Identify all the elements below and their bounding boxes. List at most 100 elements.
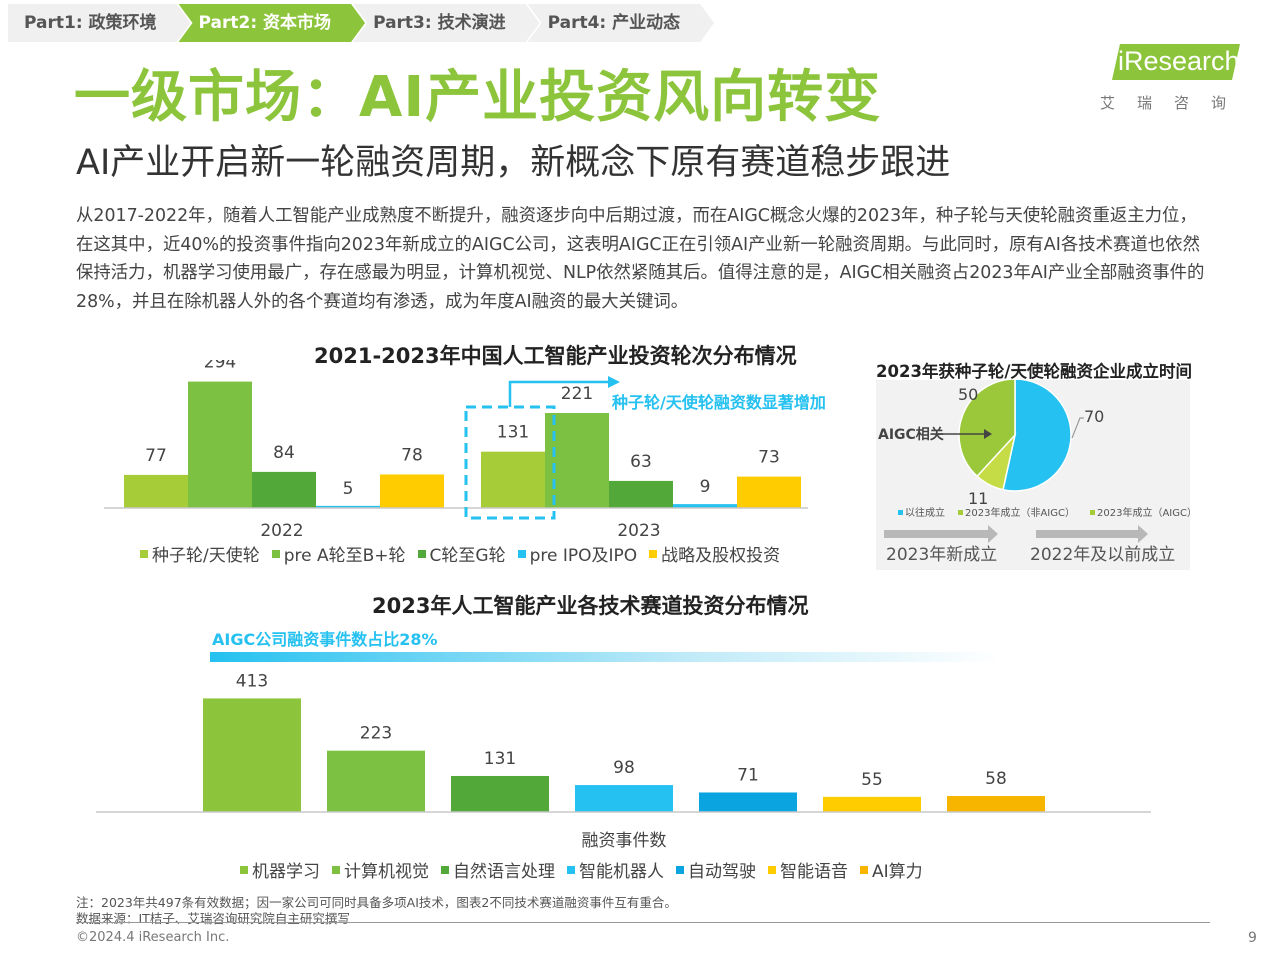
legend-item-robot: 智能机器人	[567, 857, 664, 882]
legend-label: 战略及股权投资	[661, 546, 781, 566]
legend-label: pre A轮至B+轮	[283, 546, 406, 566]
chart1-bar	[316, 505, 380, 508]
tab-part1[interactable]: Part1: 政策环境	[8, 4, 191, 42]
chart1-bar	[252, 471, 316, 508]
pie-bottom-label-old: 2022年及以前成立	[1030, 545, 1175, 565]
chart3-data-label: 58	[985, 769, 1007, 789]
logo-subtitle: 艾瑞咨询	[1100, 94, 1249, 112]
chart3-data-label: 71	[737, 765, 759, 785]
chart1-bar	[737, 476, 801, 508]
chart1-bar	[380, 474, 444, 508]
chart3-data-label: 55	[861, 770, 883, 790]
legend-label: 自然语言处理	[453, 862, 555, 882]
arrow-left-band	[884, 525, 998, 543]
chart1-rounds-bar-chart: 77 294 84 5 78 131 221 63 9 73 2022 2023 种子轮/天使轮融…	[104, 360, 826, 541]
page-number: 9	[1248, 930, 1257, 946]
tab-part3[interactable]: Part3: 技术演进	[353, 4, 540, 42]
chart3-data-label: 131	[484, 749, 516, 769]
legend-item-voice: 智能语音	[768, 857, 848, 882]
chart3-bar	[699, 792, 797, 812]
pie-annotation: AIGC相关	[878, 426, 944, 443]
chart1-bar	[188, 381, 252, 508]
tab-part2[interactable]: Part2: 资本市场	[179, 4, 366, 42]
footer-source: 数据来源：IT桔子、艾瑞咨询研究院自主研究撰写	[76, 911, 350, 926]
legend-label: pre IPO及IPO	[529, 546, 638, 566]
chart1-bar	[124, 474, 188, 508]
legend-swatch	[240, 865, 248, 874]
legend-label: 计算机视觉	[344, 862, 429, 882]
chart1-data-label: 294	[204, 360, 236, 373]
legend-item-auto: 自动驾驶	[676, 857, 756, 882]
chart2-title: 2023年获种子轮/天使轮融资企业成立时间	[876, 362, 1192, 381]
pie-bottom-label-new: 2023年新成立	[886, 545, 997, 565]
chart3-data-label: 98	[613, 758, 635, 778]
legend-item-prea: pre A轮至B+轮	[271, 541, 406, 566]
chart1-data-label: 131	[497, 423, 529, 443]
pie-slice	[958, 378, 1016, 478]
chart1-bar	[545, 412, 609, 508]
legend-label: AI算力	[872, 862, 923, 882]
annotation-arrow-icon	[608, 376, 620, 388]
chart1-category-2023: 2023	[617, 521, 660, 541]
chart3-legend: 机器学习 计算机视觉 自然语言处理 智能机器人 自动驾驶 智能语音 AI算力	[240, 857, 923, 882]
legend-item-nlp: 自然语言处理	[441, 857, 555, 882]
chart1-bar	[673, 504, 737, 508]
chart3-data-label: 223	[360, 724, 392, 744]
legend-swatch	[567, 865, 575, 874]
summary-paragraph: 从2017-2022年，随着人工智能产业成熟度不断提升，融资逐步向中后期过渡，而…	[76, 206, 1205, 312]
pie-legend-swatch	[958, 510, 963, 515]
legend-label: C轮至G轮	[429, 546, 506, 566]
chart1-data-label: 221	[561, 384, 593, 404]
logo-text: iResearch	[1118, 46, 1240, 76]
chart1-data-label: 77	[145, 446, 167, 466]
chart3-bar	[203, 698, 301, 812]
arrow-right-band	[1036, 525, 1148, 543]
chart1-bar	[609, 480, 673, 508]
highlight-box	[464, 405, 556, 520]
chart3-bar	[575, 785, 673, 812]
legend-swatch	[860, 865, 868, 874]
legend-swatch	[140, 549, 148, 558]
chart1-data-label: 73	[758, 448, 780, 468]
pie-legend-before: 以往成立	[905, 506, 945, 519]
pie-label-aigc: 50	[958, 385, 978, 404]
aigc-share-band	[210, 652, 1000, 662]
pie-annotation-arrow-icon	[984, 429, 992, 439]
pie-legend-nonaigc: 2023年成立（非AIGC）	[965, 506, 1075, 519]
chart3-bar	[451, 775, 549, 812]
chart1-annotation: 种子轮/天使轮融资数显著增加	[611, 393, 826, 412]
footer-divider	[76, 922, 1210, 923]
tab-part4[interactable]: Part4: 产业动态	[528, 4, 715, 42]
chart1-title: 2021-2023年中国人工智能产业投资轮次分布情况	[314, 344, 797, 368]
chart3-bar	[823, 796, 921, 812]
legend-item-seed: 种子轮/天使轮	[140, 541, 260, 566]
page-subtitle: AI产业开启新一轮融资周期，新概念下原有赛道稳步跟进	[76, 143, 951, 183]
legend-swatch	[676, 865, 684, 874]
legend-swatch	[271, 549, 280, 558]
legend-swatch	[768, 865, 776, 874]
chart1-data-label: 5	[343, 479, 354, 499]
legend-swatch	[441, 865, 449, 874]
chart3-annotation: AIGC公司融资事件数占比28%	[212, 630, 438, 649]
chart1-category-2022: 2022	[260, 521, 303, 541]
legend-label: 智能机器人	[579, 862, 664, 882]
legend-item-c: C轮至G轮	[417, 541, 506, 566]
legend-item-cv: 计算机视觉	[332, 857, 429, 882]
pie-legend-swatch	[898, 510, 903, 515]
pie-legend-swatch	[1090, 510, 1095, 515]
legend-item-strategic: 战略及股权投资	[649, 541, 780, 566]
pie-label-nonaigc: 11	[968, 489, 988, 508]
legend-item-preipo: pre IPO及IPO	[517, 541, 638, 566]
chart1-data-label: 9	[700, 477, 711, 497]
chart1-data-label: 78	[401, 445, 423, 465]
logo-badge: iResearch	[1112, 44, 1240, 80]
chart1-data-label: 84	[273, 443, 295, 463]
legend-item-ml: 机器学习	[240, 857, 320, 882]
page-title: 一级市场：AI产业投资风向转变	[74, 65, 882, 130]
chart3-data-label: 413	[236, 671, 268, 691]
legend-swatch	[332, 865, 340, 874]
legend-swatch	[417, 549, 426, 558]
legend-label: 智能语音	[780, 862, 848, 882]
legend-label: 自动驾驶	[688, 862, 756, 882]
legend-swatch	[649, 549, 658, 558]
